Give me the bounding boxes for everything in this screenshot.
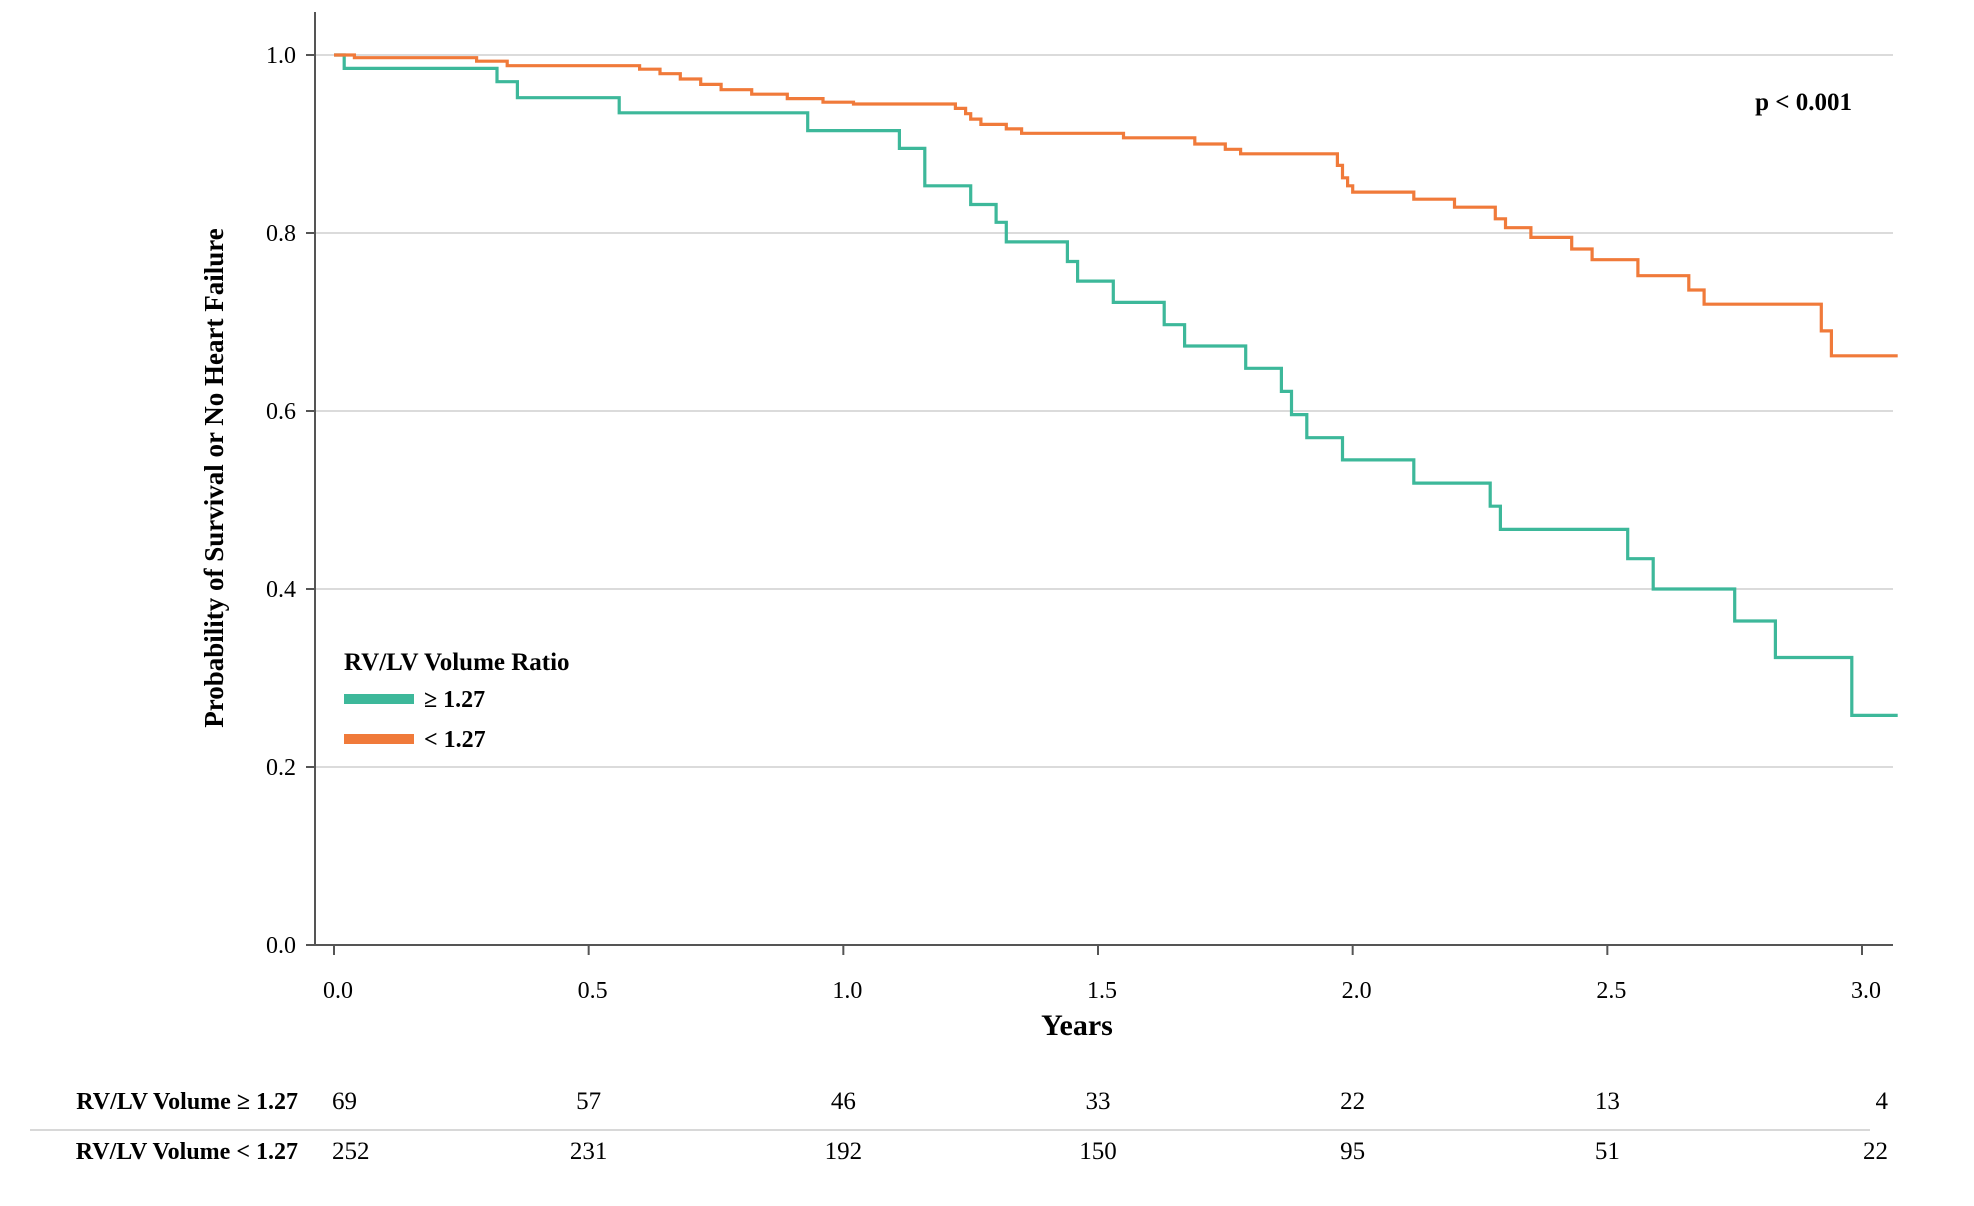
x-tick-label: 1.0 <box>832 978 862 1004</box>
risk-value: 22 <box>1863 1138 1888 1165</box>
y-tick-label: 0.0 <box>266 933 296 959</box>
series-line-low-ratio <box>334 53 1898 358</box>
series-line-high-ratio <box>334 53 1898 717</box>
y-tick-label: 0.8 <box>266 221 296 247</box>
grid-layer <box>315 54 1893 768</box>
y-tick-label: 0.6 <box>266 399 296 425</box>
x-axis-title: Years <box>1041 1009 1113 1042</box>
x-tick-label: 3.0 <box>1851 978 1881 1004</box>
risk-value: 95 <box>1340 1138 1365 1165</box>
legend-swatch-high <box>344 694 414 704</box>
x-tick-label: 0.0 <box>323 978 353 1004</box>
risk-value: 231 <box>570 1138 608 1165</box>
risk-value: 13 <box>1595 1088 1620 1115</box>
y-axis-title: Probability of Survival or No Heart Fail… <box>199 228 229 727</box>
x-tick-label: 2.5 <box>1596 978 1626 1004</box>
y-tick-label: 1.0 <box>266 43 296 69</box>
risk-row-label-low: RV/LV Volume < 1.27 <box>76 1139 298 1165</box>
risk-value: 46 <box>831 1088 856 1115</box>
x-tick-label: 1.5 <box>1087 978 1117 1004</box>
legend-swatch-low <box>344 734 414 744</box>
risk-value: 57 <box>576 1088 601 1115</box>
risk-value: 192 <box>825 1138 863 1165</box>
risk-value: 69 <box>332 1088 357 1115</box>
risk-value: 51 <box>1595 1138 1620 1165</box>
risk-value: 150 <box>1079 1138 1117 1165</box>
legend-entry-low: < 1.27 <box>424 727 486 753</box>
series-layer <box>334 53 1898 717</box>
risk-value: 252 <box>332 1138 370 1165</box>
risk-value: 22 <box>1340 1088 1365 1115</box>
y-tick-label: 0.2 <box>266 755 296 781</box>
legend: RV/LV Volume Ratio ≥ 1.27 < 1.27 <box>344 649 570 753</box>
legend-title: RV/LV Volume Ratio <box>344 649 570 676</box>
p-value-annotation: p < 0.001 <box>1755 89 1852 116</box>
y-tick-label: 0.4 <box>266 577 296 603</box>
legend-entry-high: ≥ 1.27 <box>424 687 485 713</box>
x-tick-label: 0.5 <box>578 978 608 1004</box>
risk-value: 4 <box>1876 1088 1889 1115</box>
risk-values: 69 57 46 33 22 13 4 252 231 192 150 95 51 22 <box>332 1088 1889 1165</box>
risk-row-label-high: RV/LV Volume ≥ 1.27 <box>76 1089 298 1115</box>
tick-layer: 0.0 0.2 0.4 0.6 0.8 1.0 0.0 0.5 1.0 1.5 2.0 2.5 3.0 <box>266 43 1881 1004</box>
axis-layer <box>314 12 1893 946</box>
x-tick-label: 2.0 <box>1342 978 1372 1004</box>
risk-value: 33 <box>1086 1088 1111 1115</box>
risk-table: RV/LV Volume ≥ 1.27 RV/LV Volume < 1.27 … <box>30 1088 1889 1165</box>
